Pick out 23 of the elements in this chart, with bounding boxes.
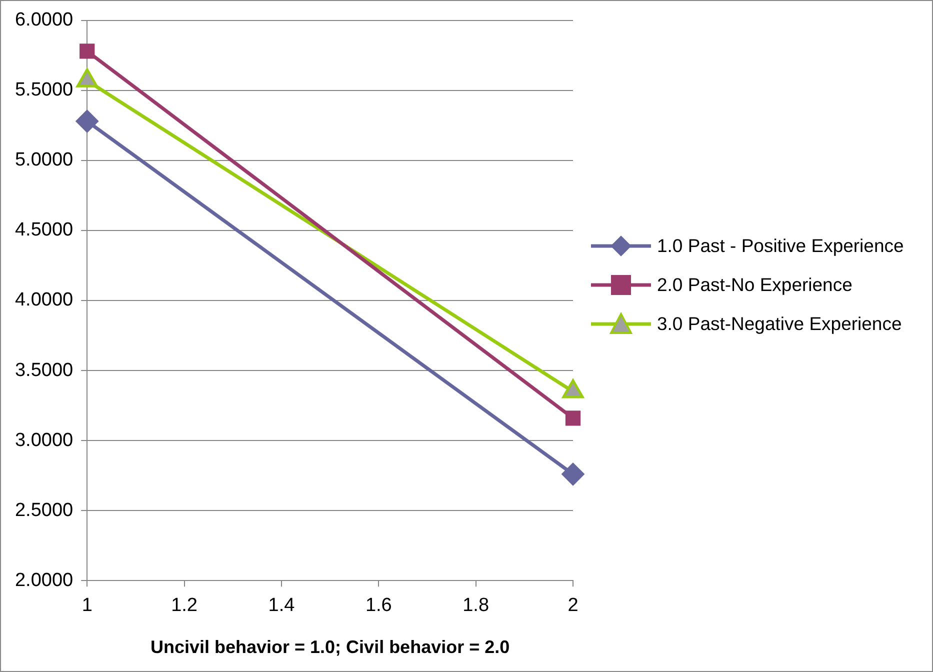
y-tick-label: 4.0000 (14, 290, 74, 311)
point (76, 110, 99, 133)
y-tick-label: 2.5000 (14, 500, 74, 521)
x-tick-label: 1.2 (171, 595, 198, 616)
legend-label: 2.0 Past-No Experience (657, 273, 854, 297)
y-tick-label: 6.0000 (14, 10, 74, 31)
x-tick-label: 1.4 (268, 595, 296, 616)
y-tick-label: 3.5000 (14, 360, 74, 381)
x-axis-title: Uncivil behavior = 1.0; Civil behavior = 2.0 (150, 637, 510, 658)
y-tick-label: 5.5000 (14, 80, 74, 101)
x-tick-label: 1.8 (462, 595, 490, 616)
x-tick-label: 2 (568, 595, 578, 616)
y-tick-label: 2.0000 (14, 570, 74, 591)
y-tick-label: 5.0000 (14, 150, 74, 171)
y-tick-label: 3.0000 (14, 430, 74, 451)
x-tick-label: 1 (82, 595, 92, 616)
legend-label: 3.0 Past-Negative Experience (657, 312, 903, 336)
x-tick-label: 1.6 (365, 595, 392, 616)
y-tick-label: 4.5000 (14, 220, 74, 241)
point (80, 44, 95, 59)
point (565, 410, 581, 426)
legend-label: 1.0 Past - Positive Experience (657, 234, 905, 258)
point (562, 462, 584, 486)
